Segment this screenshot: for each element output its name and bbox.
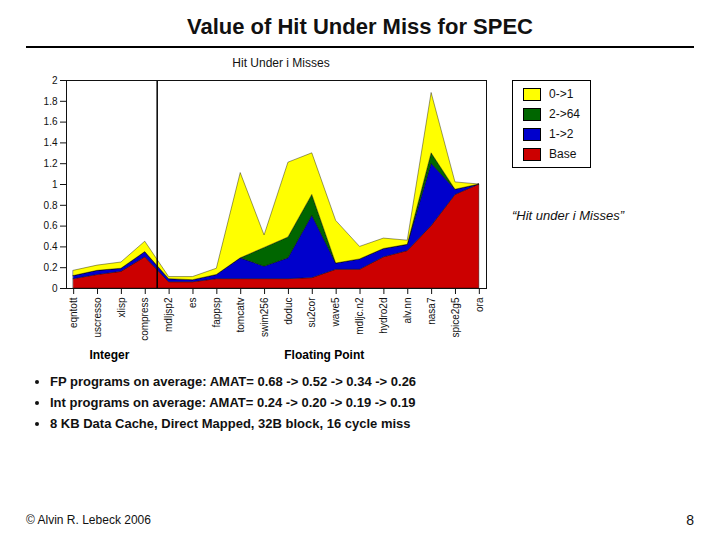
- html-text:Base: Base: [549, 147, 577, 161]
- html-text:© Alvin R. Lebeck 2006: © Alvin R. Lebeck 2006: [26, 513, 151, 527]
- svg-text:alv.nn: alv.nn: [402, 298, 413, 324]
- svg-text:xlisp: xlisp: [116, 297, 127, 317]
- svg-text:eqntott: eqntott: [68, 297, 79, 328]
- svg-text:0.2: 0.2: [44, 262, 58, 273]
- html-text:0->1: 0->1: [549, 87, 574, 101]
- svg-text:0.6: 0.6: [44, 220, 58, 231]
- svg-text:compress: compress: [139, 298, 150, 341]
- svg-text:1.2: 1.2: [44, 158, 58, 169]
- html-text:FP programs on average: AMAT=: FP programs on average: AMAT= 0.68 -> 0.…: [50, 374, 417, 389]
- svg-text:tomcatv: tomcatv: [235, 298, 246, 333]
- svg-text:1.8: 1.8: [44, 96, 58, 107]
- html-text:8: 8: [686, 512, 694, 528]
- html-text:2->64: 2->64: [549, 107, 580, 121]
- html-text:Value of Hit Under Miss for SP: Value of Hit Under Miss for SPEC: [187, 14, 533, 39]
- svg-text:mdljsp2: mdljsp2: [163, 297, 174, 332]
- svg-text:fappsp: fappsp: [211, 297, 222, 327]
- svg-text:Floating Point: Floating Point: [284, 348, 364, 362]
- svg-text:spice2g5: spice2g5: [450, 297, 461, 337]
- svg-text:2: 2: [52, 75, 58, 86]
- html-text:Hit Under i Misses: Hit Under i Misses: [232, 56, 330, 70]
- svg-text:su2cor: su2cor: [306, 297, 317, 328]
- svg-text:doduc: doduc: [283, 298, 294, 325]
- svg-text:hydro2d: hydro2d: [378, 298, 389, 334]
- svg-text:0.4: 0.4: [44, 241, 58, 252]
- svg-text:Integer: Integer: [89, 348, 129, 362]
- html-text:8 KB Data Cache, Direct Mapped: 8 KB Data Cache, Direct Mapped, 32B bloc…: [50, 416, 411, 431]
- svg-text:1.6: 1.6: [44, 116, 58, 127]
- svg-text:ora: ora: [474, 297, 485, 312]
- html-text:“Hit under i Misses”: “Hit under i Misses”: [512, 208, 624, 223]
- svg-text:1.4: 1.4: [44, 137, 58, 148]
- svg-text:wave5: wave5: [330, 297, 341, 327]
- svg-text:es: es: [187, 298, 198, 309]
- svg-text:uscresso: uscresso: [92, 297, 103, 337]
- svg-text:1: 1: [52, 179, 58, 190]
- svg-text:mdljc.n2: mdljc.n2: [354, 297, 365, 335]
- svg-text:swim256: swim256: [259, 297, 270, 337]
- svg-text:0.8: 0.8: [44, 200, 58, 211]
- svg-text:nasa7: nasa7: [426, 297, 437, 325]
- html-text:1->2: 1->2: [549, 127, 574, 141]
- html-text:Int programs on average: AMAT=: Int programs on average: AMAT= 0.24 -> 0…: [50, 395, 416, 410]
- svg-text:0: 0: [52, 283, 58, 294]
